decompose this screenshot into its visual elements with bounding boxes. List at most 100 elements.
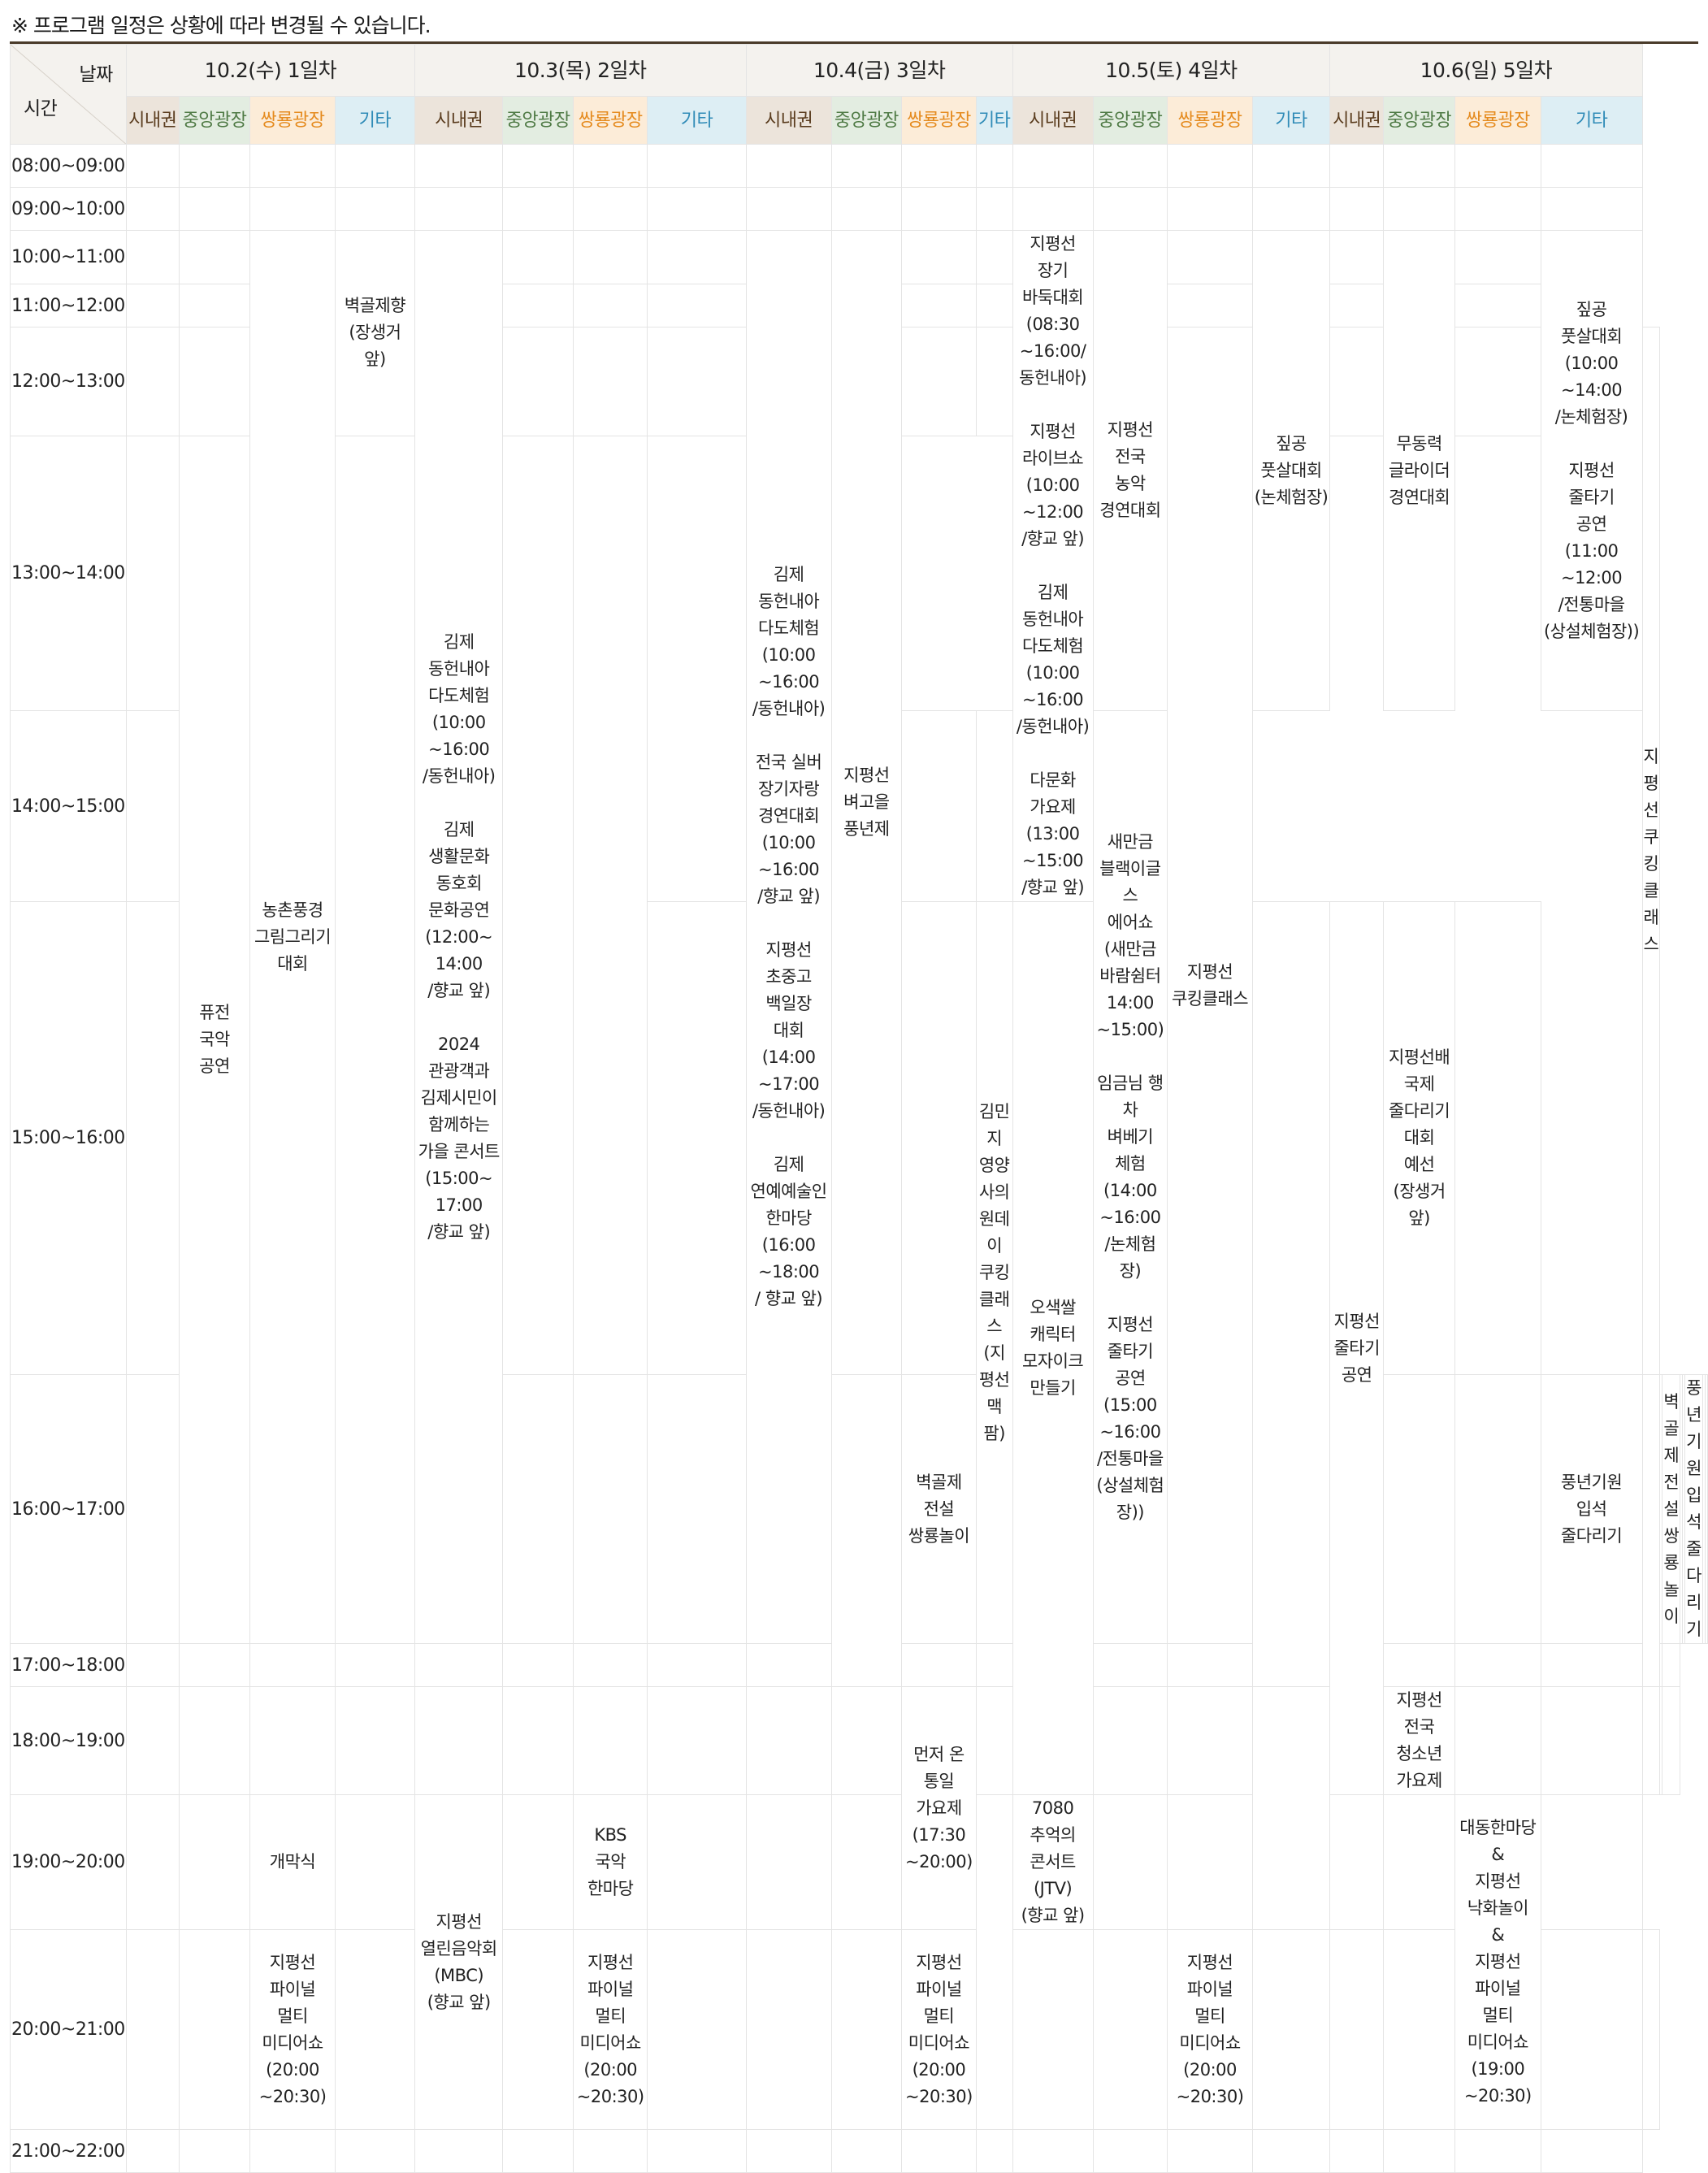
empty-cell (125, 144, 180, 188)
empty-cell (249, 2129, 336, 2173)
time-slot-label: 10:00~11:00 (10, 230, 127, 284)
empty-cell (1092, 1794, 1168, 1930)
day-header-3: 10.4(금) 3일차 (745, 44, 1013, 97)
time-slot-label: 09:00~10:00 (10, 187, 127, 231)
empty-cell (1540, 1794, 1643, 1930)
empty-cell (334, 1929, 416, 2130)
corner-header: 날짜 시간 (10, 44, 127, 145)
empty-cell (572, 327, 648, 436)
time-slot-label: 21:00~22:00 (10, 2129, 127, 2173)
empty-cell (975, 284, 1013, 327)
empty-cell (1167, 230, 1253, 284)
program-cell: 지평선 열린음악회 (MBC) (향교 앞) (414, 1794, 504, 2130)
empty-cell (901, 1643, 977, 1687)
empty-cell (414, 1686, 504, 1795)
empty-cell (502, 435, 574, 1376)
empty-cell (830, 1794, 903, 1930)
empty-cell (502, 144, 574, 188)
empty-cell (1167, 1643, 1253, 1687)
empty-cell (1641, 1929, 1661, 2130)
empty-cell (1251, 901, 1331, 1687)
empty-cell (572, 230, 648, 284)
time-row: 15:00~16:00 김민지 영양사의 원데이 쿠킹 클래스 (지평선 맥 팜)… (10, 901, 1708, 1795)
empty-cell (1167, 1686, 1253, 1795)
empty-cell (1251, 2129, 1331, 2173)
day-header-5: 10.6(일) 5일차 (1329, 44, 1643, 97)
program-cell: 풍년기원 입석 줄다리기 (1684, 1374, 1703, 1644)
empty-cell (125, 901, 180, 1375)
time-slot-label: 19:00~20:00 (10, 1794, 127, 1930)
time-slot-label: 14:00~15:00 (10, 710, 127, 902)
empty-cell (502, 1643, 574, 1687)
empty-cell (1454, 1374, 1541, 1644)
day-header-1: 10.2(수) 1일차 (125, 44, 416, 97)
empty-cell (334, 1643, 416, 1687)
empty-cell (975, 187, 1013, 231)
empty-cell (1012, 1929, 1094, 2130)
empty-cell (178, 144, 251, 188)
empty-cell (178, 230, 251, 284)
empty-cell (1383, 1794, 1456, 1930)
empty-cell (125, 1929, 180, 2130)
program-cell: 지평선 전국 농악 경연대회 (1092, 229, 1168, 712)
empty-cell (1454, 1643, 1541, 1687)
venue-header-other: 기타 (647, 96, 747, 145)
empty-cell (572, 284, 648, 327)
empty-cell (125, 327, 180, 436)
empty-cell (1383, 1374, 1456, 1644)
program-cell: 지평선 쿠킹클래스 (1167, 327, 1253, 1644)
empty-cell (178, 1686, 251, 1795)
empty-cell (975, 1643, 1013, 1687)
empty-cell (1092, 144, 1168, 188)
empty-cell (1454, 327, 1541, 436)
empty-cell (1092, 187, 1168, 231)
venue-header-central-plaza: 중앙광장 (178, 96, 251, 145)
empty-cell (1251, 187, 1331, 231)
program-cell: 지평선 파이널 멀티 미디어쇼 (20:00 ~20:30) (249, 1929, 336, 2130)
empty-cell (1662, 1686, 1681, 1795)
empty-cell (125, 230, 180, 284)
venue-header-other: 기타 (975, 96, 1013, 145)
program-cell: 농촌풍경 그림그리기 대회 (249, 230, 336, 1644)
empty-cell (502, 1686, 574, 1795)
empty-cell (1383, 144, 1456, 188)
empty-cell (901, 2129, 977, 2173)
time-slot-label: 16:00~17:00 (10, 1374, 127, 1644)
empty-cell (745, 187, 832, 231)
program-cell: 짚공 풋살대회 (논체험장) (1251, 229, 1331, 712)
empty-cell (178, 284, 251, 327)
empty-cell (975, 1686, 1013, 1795)
time-row: 19:00~20:00 개막식 지평선 열린음악회 (MBC) (향교 앞) KBS … (10, 1794, 1708, 2130)
time-row: 16:00~17:00 벽골제 전설 쌍룡놀이 풍년기원 입석 줄다리기 벽골제 전설… (10, 1374, 1708, 1687)
empty-cell (1251, 1929, 1331, 2130)
program-cell: 지평선 장기 바둑대회 (08:30 ~16:00/ 동헌내아) 지평선 라이브… (1012, 230, 1094, 902)
time-slot-label: 15:00~16:00 (10, 901, 127, 1375)
empty-cell (572, 1374, 648, 1644)
empty-cell (647, 1643, 747, 1687)
empty-cell (125, 187, 180, 231)
program-cell: 퓨전 국악 공연 (178, 435, 251, 1645)
program-cell: 지평선 전국 청소년 가요제 (1383, 1686, 1456, 1795)
time-axis-label: 시간 (24, 98, 58, 119)
empty-cell (1662, 1643, 1681, 1687)
empty-cell (1540, 144, 1643, 188)
venue-header-central-plaza: 중앙광장 (830, 96, 903, 145)
time-slot-label: 08:00~09:00 (10, 144, 127, 188)
empty-cell (334, 1794, 416, 1930)
empty-cell (647, 2129, 747, 2173)
empty-cell (1012, 187, 1094, 231)
day-header-row: 날짜 시간 10.2(수) 1일차 10.3(목) 2일차 10.4(금) 3일차 1… (10, 44, 1708, 145)
empty-cell (1540, 1643, 1643, 1687)
program-cell: 지평선 쿠킹 클래스 (1641, 327, 1661, 1375)
empty-cell (502, 230, 574, 284)
empty-cell (502, 1929, 574, 2130)
program-cell: 개막식 (249, 1794, 336, 1930)
empty-cell (745, 1929, 832, 2130)
festival-schedule-table: 날짜 시간 10.2(수) 1일차 10.3(목) 2일차 10.4(금) 3일차 1… (10, 44, 1708, 2173)
empty-cell (901, 901, 977, 1375)
time-row: 13:00~14:00 퓨전 국악 공연 (10, 435, 1708, 1645)
empty-cell (745, 2129, 832, 2173)
time-row: 20:00~21:00 지평선 파이널 멀티 미디어쇼 (20:00 ~20:30… (10, 1929, 1708, 2130)
empty-cell (1329, 327, 1385, 436)
empty-cell (125, 284, 180, 327)
